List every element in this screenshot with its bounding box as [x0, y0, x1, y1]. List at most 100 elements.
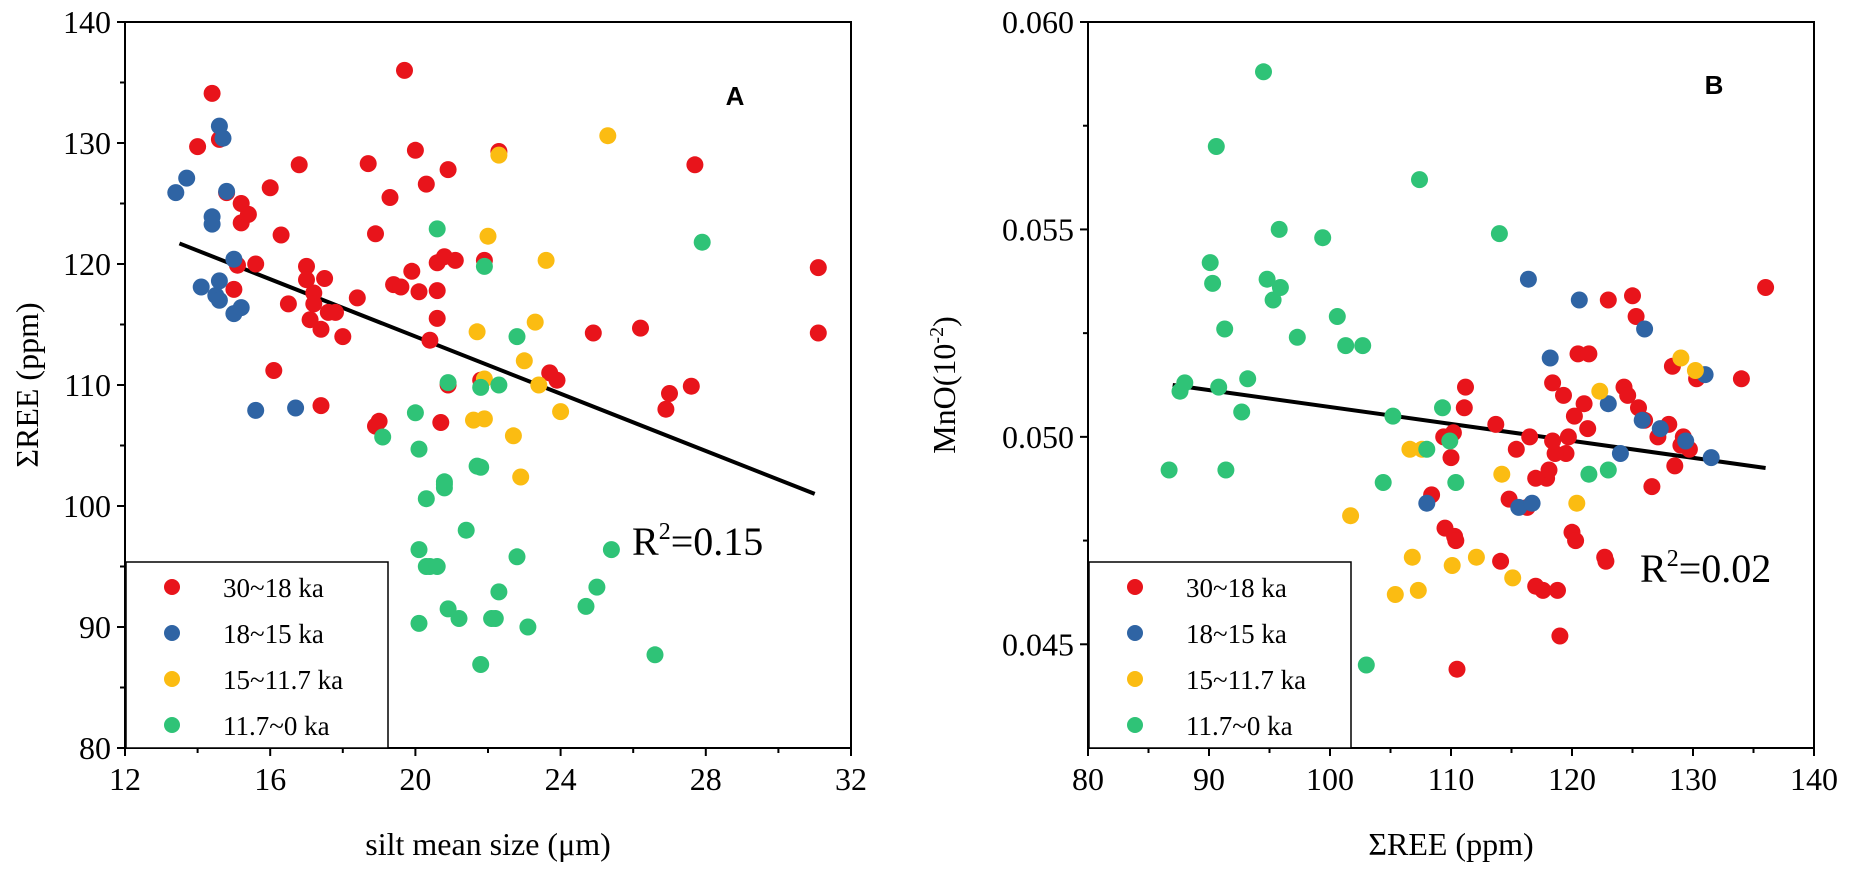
panel-b-point-green [1255, 63, 1272, 81]
panel-a-legend: 30~18 ka 18~15 ka 15~11.7 ka 11.7~0 ka [125, 561, 389, 749]
panel-a-point-green [374, 428, 392, 446]
panel-b-point-blue [1570, 291, 1588, 309]
panel-b-point-red [1619, 386, 1637, 404]
panel-b-point-green [1434, 399, 1451, 417]
panel-a-point-green [472, 458, 490, 476]
panel-a-point-red [290, 156, 308, 174]
panel-b-point-blue [1611, 445, 1629, 462]
panel-b-point-green [1207, 138, 1225, 155]
panel-a-point-red [396, 61, 413, 79]
panel-a-point-green [410, 440, 428, 458]
panel-b-point-green [1160, 461, 1178, 479]
panel-b-point-red [1521, 428, 1539, 446]
panel-a-point-green [490, 376, 508, 394]
panel-b-point-blue [1523, 494, 1541, 512]
panel-a-legend-label-2: 18~15 ka [223, 619, 324, 649]
panel-b-point-green [1271, 279, 1289, 296]
panel-b-point-red [1540, 461, 1558, 479]
panel-a-point-yellow [526, 313, 544, 331]
panel-a-point-red [225, 280, 243, 298]
panel-b-point-yellow [1401, 440, 1419, 458]
panel-a-point-red [298, 257, 315, 275]
panel-a-fit-line [178, 241, 816, 496]
panel-a-point-red [809, 324, 827, 342]
panel-b-point-blue [1510, 498, 1528, 516]
panel-a-point-red [301, 311, 319, 329]
panel-a-point-red [359, 155, 377, 173]
panel-b-point-red [1555, 386, 1572, 404]
panel-a-point-red [316, 270, 334, 287]
panel-a-point-red [247, 255, 265, 273]
panel-a-point-yellow [479, 227, 497, 245]
panel-a-legend-marker-1 [164, 579, 180, 595]
panel-b-point-yellow [1686, 362, 1704, 379]
panel-b-point-green [1354, 337, 1372, 355]
panel-b-y-tick-label: 0.060 [1002, 4, 1074, 40]
panel-b-point-green [1357, 656, 1375, 674]
panel-b: 80 90 100 110 120 130 1400.0450.0500.0550.060 … [926, 4, 1838, 862]
panel-b-point-red [1565, 407, 1583, 425]
panel-b-point-green [1204, 274, 1222, 292]
panel-b-point-green [1384, 407, 1402, 425]
panel-b-legend-marker-2 [1127, 625, 1143, 641]
panel-a-point-red [417, 175, 435, 193]
panel-a-point-red [421, 331, 439, 349]
panel-b-legend-label-4: 11.7~0 ka [1186, 711, 1293, 741]
panel-a-point-red [272, 226, 290, 244]
panel-b-point-green [1176, 374, 1194, 392]
panel-a-point-blue [247, 401, 265, 419]
panel-b-point-green [1258, 270, 1276, 288]
panel-a-point-red [189, 138, 207, 156]
panel-a-point-blue [167, 184, 185, 202]
panel-a-x-tick-label: 28 [690, 761, 722, 797]
panel-a-point-red [809, 259, 827, 277]
panel-a-point-red [432, 414, 450, 431]
panel-a-point-red [428, 309, 446, 327]
panel-a-y-tick-label: 90 [79, 609, 111, 645]
panel-a-point-red [367, 225, 384, 243]
panel-b-point-blue [1599, 395, 1617, 413]
panel-a-point-green [410, 541, 428, 559]
panel-b-fit-layer [1172, 383, 1766, 470]
panel-b-point-green [1490, 225, 1508, 243]
panel-b-x-tick-label: 90 [1193, 761, 1225, 797]
panel-a-point-blue [232, 299, 250, 317]
panel-b-legend-marker-4 [1127, 717, 1143, 733]
panel-b-point-green [1418, 440, 1436, 458]
panel-b-x-axis-title: ΣREE (ppm) [1368, 826, 1533, 862]
panel-b-y-axis-title: MnO(10-2) [926, 316, 962, 454]
panel-b-point-green [1216, 320, 1234, 338]
panel-a-point-green [435, 475, 453, 493]
panel-b-legend-label-3: 15~11.7 ka [1186, 665, 1306, 695]
panel-a-point-red [392, 278, 410, 296]
panel-b-point-yellow [1493, 465, 1511, 483]
panel-b-ticks: 80 90 100 110 120 130 140 0.045 0.050 0.055 0.060 [1002, 4, 1838, 797]
panel-a-x-tick-label: 20 [399, 761, 431, 797]
panel-b-x-tick-label: 140 [1790, 761, 1838, 797]
panel-b-x-tick-label: 130 [1669, 761, 1717, 797]
panel-a-point-yellow [512, 468, 530, 486]
panel-b-point-red [1732, 370, 1750, 388]
panel-a-point-green [475, 257, 493, 275]
panel-b-point-green [1599, 461, 1617, 479]
panel-a-point-green [508, 328, 526, 346]
panel-a-point-green [577, 597, 595, 615]
panel-b-point-red [1627, 308, 1645, 325]
panel-b-point-red [1527, 469, 1545, 487]
panel-a-point-green [406, 404, 424, 422]
panel-b-point-blue [1702, 449, 1720, 467]
panel-b-point-green [1233, 403, 1251, 421]
panel-a-point-yellow [515, 352, 533, 370]
panel-a-point-green [472, 378, 490, 396]
panel-a-point-green [483, 610, 501, 627]
panel-a-point-yellow [468, 323, 486, 341]
panel-b-point-red [1643, 478, 1661, 496]
panel-b-point-yellow [1386, 586, 1404, 603]
panel-a-point-red [279, 295, 297, 313]
panel-a-point-yellow [490, 146, 508, 164]
panel-a-point-yellow [552, 403, 570, 421]
panel-b-point-yellow [1672, 349, 1690, 367]
panel-a-point-red [446, 251, 464, 269]
panel-a-point-blue [210, 272, 228, 290]
panel-b-point-yellow [1504, 569, 1522, 587]
